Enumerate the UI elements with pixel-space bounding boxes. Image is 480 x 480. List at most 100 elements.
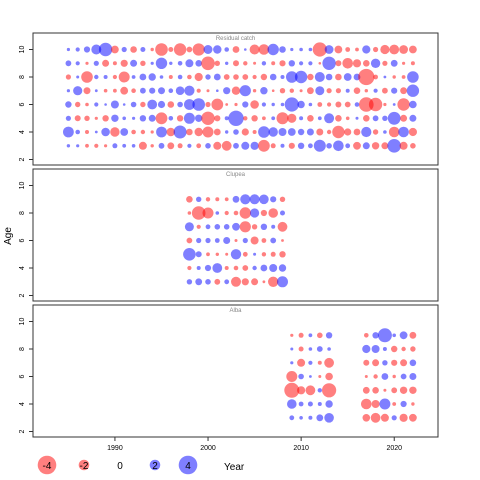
bubble: [187, 143, 192, 148]
bubble: [232, 46, 240, 53]
bubble: [195, 60, 202, 67]
bubble: [383, 130, 387, 134]
bubble: [65, 60, 72, 67]
panel-title: Alba: [229, 308, 242, 314]
bubble: [345, 47, 351, 52]
bubble: [400, 359, 408, 367]
bubble: [225, 252, 229, 256]
bubble: [215, 252, 219, 256]
bubble: [75, 101, 81, 108]
bubble: [214, 60, 220, 66]
bubble: [399, 331, 408, 340]
bubble: [261, 252, 267, 257]
legend: -4 -2 0 2 4: [37, 455, 198, 475]
bubble: [327, 347, 331, 351]
y-tick-label: 6: [19, 102, 26, 106]
bubble: [259, 194, 269, 205]
bubble: [308, 360, 313, 365]
bubble: [240, 194, 251, 205]
bubble: [317, 360, 322, 365]
legend-bubble: [178, 455, 198, 475]
bubble: [299, 416, 303, 420]
bubble: [262, 280, 266, 284]
bubble: [94, 116, 98, 120]
bubble: [94, 89, 98, 93]
bubble: [224, 116, 229, 121]
bubble: [308, 102, 313, 107]
bubble: [370, 412, 381, 423]
bubble: [410, 143, 416, 149]
bubble: [234, 239, 238, 242]
bubble: [279, 60, 286, 67]
bubble: [372, 387, 379, 394]
bubble: [110, 127, 120, 137]
bubble: [371, 142, 380, 150]
bubble: [280, 75, 285, 79]
bubble: [233, 74, 239, 80]
bubble: [372, 129, 379, 135]
bubble: [362, 142, 370, 150]
bubble: [316, 346, 323, 352]
bubble: [186, 46, 193, 53]
bubble: [223, 87, 231, 95]
bubble: [363, 359, 370, 366]
legend-bubble: [78, 459, 90, 471]
bubble: [242, 251, 248, 257]
bubble: [224, 47, 229, 52]
bubble: [221, 140, 232, 151]
bubble: [192, 43, 205, 56]
bubble: [74, 115, 81, 122]
bubble: [213, 141, 222, 150]
bubble: [409, 359, 417, 367]
bubble: [234, 102, 238, 107]
bubble: [332, 125, 345, 139]
bubble: [308, 47, 313, 52]
bubble: [373, 74, 378, 80]
panel-1: Residual catch 2 4 6 8 10: [19, 32, 439, 166]
bubble: [278, 128, 287, 136]
bubble: [168, 75, 173, 79]
y-tick-label: 4: [19, 130, 26, 134]
bubble: [362, 45, 371, 54]
bubble: [66, 47, 70, 52]
bubble: [73, 86, 83, 96]
bubble: [364, 89, 368, 93]
bubble: [312, 42, 327, 57]
bubble: [334, 45, 343, 54]
bubble: [308, 143, 313, 149]
bubble: [400, 400, 407, 408]
bubble: [243, 116, 248, 121]
bubble: [268, 208, 279, 218]
bubble: [122, 103, 126, 106]
bubble: [110, 100, 119, 109]
bubble: [308, 415, 313, 420]
bubble: [290, 333, 294, 337]
y-tick-label: 6: [19, 374, 26, 378]
bubble: [205, 237, 211, 244]
legend-label: 0: [117, 461, 123, 472]
bubble: [258, 139, 270, 152]
bubble: [392, 374, 396, 379]
bubble: [286, 371, 298, 382]
bubble: [224, 197, 229, 202]
bubble: [260, 264, 268, 272]
bubble: [241, 128, 249, 136]
bubble: [205, 143, 211, 149]
bubble: [297, 358, 306, 367]
bubble: [342, 58, 354, 69]
legend-label: 2: [152, 461, 158, 472]
bubble: [173, 43, 187, 56]
bubble: [286, 71, 298, 83]
bubble: [223, 74, 230, 80]
bubble: [65, 101, 72, 108]
bubble: [364, 333, 369, 338]
bubble: [307, 87, 314, 95]
bubble: [242, 265, 249, 271]
bubble: [262, 116, 266, 121]
bubble: [317, 116, 322, 121]
bubble: [214, 238, 220, 243]
bubble: [225, 61, 229, 65]
bubble: [324, 113, 335, 124]
legend-bubble: [37, 455, 57, 475]
bubble: [66, 89, 70, 93]
